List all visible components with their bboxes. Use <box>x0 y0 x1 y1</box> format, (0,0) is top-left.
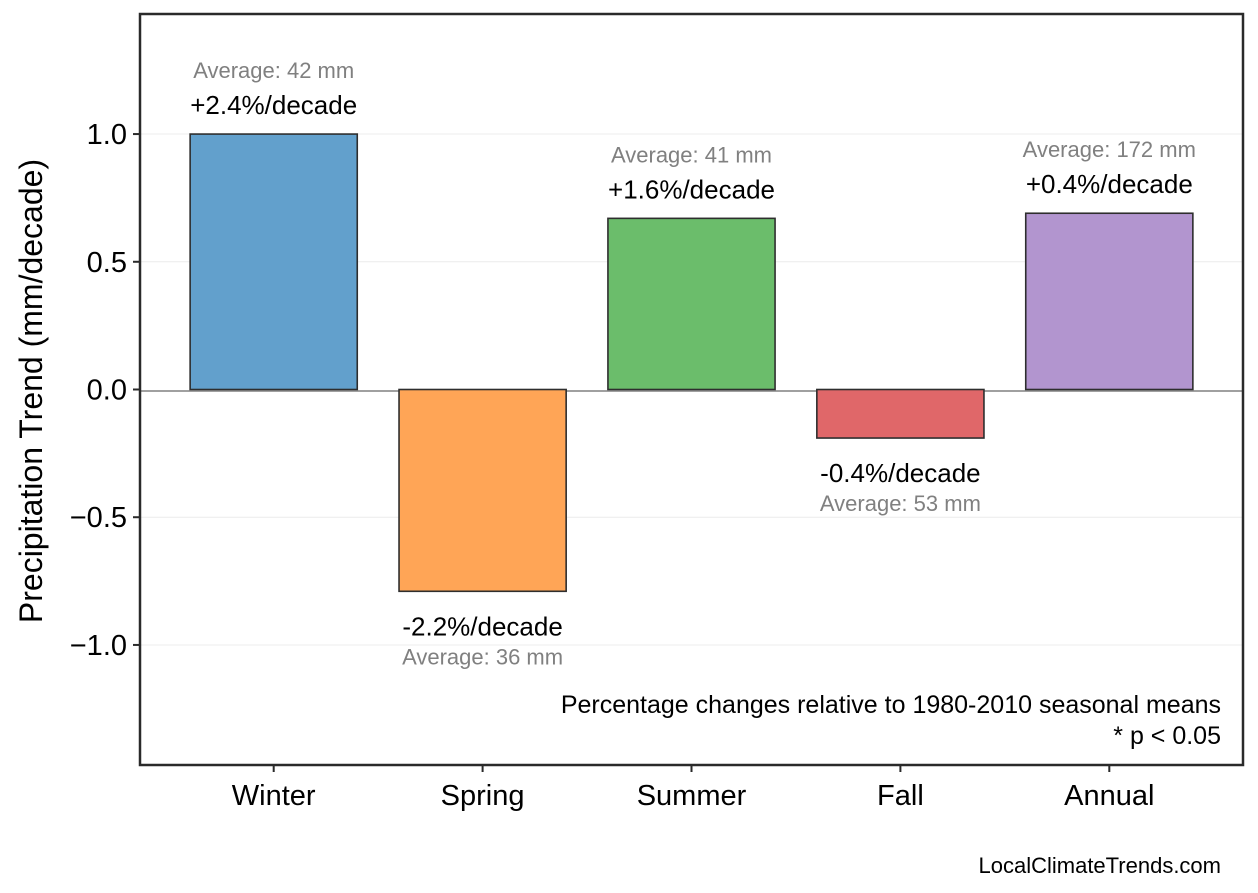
y-axis-ticks: 1.0 0.5 0.0 −0.5 −1.0 <box>70 119 140 662</box>
y-tick-label: 0.0 <box>87 375 127 407</box>
x-tick-label: Annual <box>1064 780 1154 812</box>
x-tick-label: Summer <box>637 780 747 812</box>
bar-spring <box>398 388 567 593</box>
bar-annotations: +2.4%/decade Average: 42 mm -2.2%/decade Av… <box>190 58 1196 669</box>
bar-annual <box>1024 212 1194 391</box>
average-label: Average: 41 mm <box>611 142 772 167</box>
pct-change-label: +0.4%/decade <box>1026 169 1193 199</box>
x-axis-ticks: Winter Spring Summer Fall Annual <box>232 765 1154 812</box>
bar-winter <box>189 133 359 391</box>
pct-change-label: +1.6%/decade <box>608 174 775 204</box>
pct-change-label: -2.2%/decade <box>402 611 562 641</box>
x-tick-label: Winter <box>232 780 316 812</box>
x-tick-label: Spring <box>441 780 525 812</box>
bar-fall <box>816 388 985 439</box>
bar-summer <box>607 217 776 391</box>
note-line-1: Percentage changes relative to 1980-2010… <box>561 691 1221 719</box>
y-axis-label: Precipitation Trend (mm/decade) <box>13 159 49 623</box>
average-label: Average: 42 mm <box>193 58 354 83</box>
pct-change-label: +2.4%/decade <box>190 90 357 120</box>
x-tick-label: Fall <box>877 780 924 812</box>
y-tick-label: −0.5 <box>70 502 127 534</box>
average-label: Average: 53 mm <box>820 491 981 516</box>
average-label: Average: 36 mm <box>402 644 563 669</box>
source-credit: LocalClimateTrends.com <box>979 853 1222 878</box>
y-tick-label: 0.5 <box>87 247 127 279</box>
note-line-2: * p < 0.05 <box>1113 722 1221 750</box>
pct-change-label: -0.4%/decade <box>820 458 980 488</box>
bars <box>189 133 1194 593</box>
y-tick-label: −1.0 <box>70 630 127 662</box>
average-label: Average: 172 mm <box>1023 137 1196 162</box>
y-tick-label: 1.0 <box>87 119 127 151</box>
